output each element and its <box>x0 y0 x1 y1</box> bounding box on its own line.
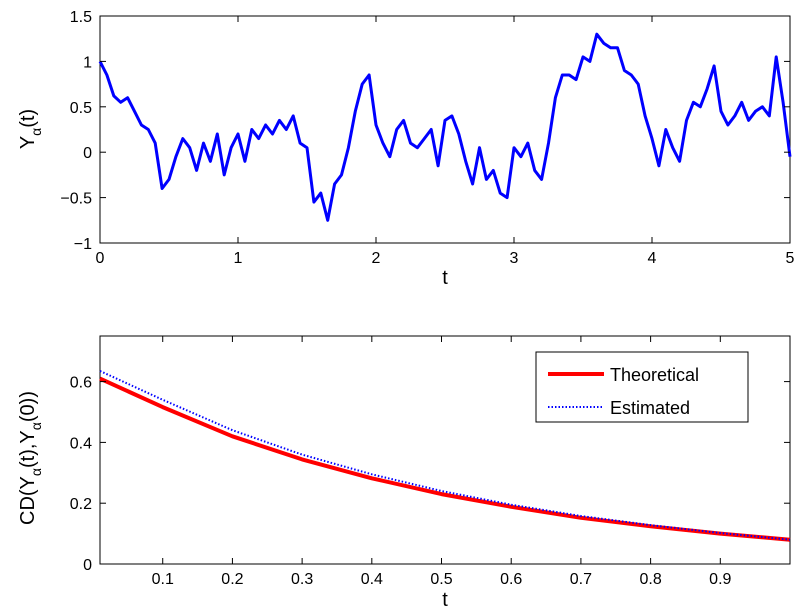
bottom-panel: 0.1 0.2 0.3 0.4 0.5 0.6 0.7 0.8 0.900.20.40.6 t … <box>17 335 791 611</box>
bottom-x-tick-label: 0.9 <box>709 571 731 588</box>
top-ticks-group: 0 1 2 3 4 5 −1 −0.5 0 0.5 1 1.5 <box>60 9 794 267</box>
bottom-ticks-group: 0.1 0.2 0.3 0.4 0.5 0.6 0.7 0.8 0.9 0 0.2 0.4 0.6 <box>70 336 790 588</box>
top-x-tick-label: 0 <box>96 250 105 267</box>
bottom-x-tick-label: 0.8 <box>639 571 661 588</box>
bottom-y-axis-label-b: (t),Y <box>17 430 39 468</box>
bottom-y-tick-label: 0.4 <box>70 435 92 452</box>
bottom-x-tick-label: 0.3 <box>291 571 313 588</box>
top-y-axis-label-main: Y <box>17 136 39 149</box>
bottom-y-axis-label: CD(Yα(t),Yα(0)) <box>17 391 44 525</box>
bottom-y-tick-label: 0.6 <box>70 375 92 392</box>
top-y-tick-label: 1.5 <box>70 9 92 26</box>
legend: Theoretical Estimated <box>535 351 749 423</box>
top-x-tick-label: 2 <box>372 250 381 267</box>
bottom-y-axis-label-c: (0)) <box>17 391 39 422</box>
top-series-line-0 <box>98 32 792 222</box>
top-y-axis-label-tail: (t) <box>17 109 39 128</box>
bottom-x-axis-label: t <box>442 589 448 611</box>
legend-label-theoretical: Theoretical <box>610 365 699 385</box>
top-x-tick-label: 5 <box>786 250 795 267</box>
top-y-axis-label-sub: α <box>28 128 44 136</box>
top-y-tick-label: −0.5 <box>60 191 92 208</box>
bottom-y-tick-label: 0 <box>83 557 92 574</box>
bottom-series-line-1 <box>99 370 791 541</box>
bottom-y-axis-label-sub1: α <box>28 468 44 476</box>
bottom-y-axis-label-sub2: α <box>28 422 44 430</box>
top-y-axis-label: Yα(t) <box>17 109 44 149</box>
bottom-x-tick-label: 0.4 <box>361 571 383 588</box>
bottom-x-tick-label: 0.5 <box>430 571 452 588</box>
top-y-tick-label: 0 <box>83 145 92 162</box>
bottom-x-tick-label: 0.2 <box>221 571 243 588</box>
bottom-y-tick-label: 0.2 <box>70 496 92 513</box>
top-y-tick-label: 0.5 <box>70 100 92 117</box>
bottom-series-line-0 <box>99 376 791 542</box>
bottom-x-tick-label: 0.1 <box>152 571 174 588</box>
top-series-group <box>98 32 792 222</box>
top-x-axis-label: t <box>442 267 448 289</box>
bottom-x-tick-label: 0.7 <box>570 571 592 588</box>
top-x-tick-label: 4 <box>648 250 657 267</box>
bottom-x-tick-label: 0.6 <box>500 571 522 588</box>
top-x-tick-label: 3 <box>510 250 519 267</box>
top-y-tick-label: 1 <box>83 54 92 71</box>
top-x-tick-label: 1 <box>234 250 243 267</box>
top-panel: 0 1 2 3 4 5 −1 −0.5 0 0.5 1 1.5 t Yα(t) <box>17 9 795 289</box>
top-y-tick-label: −1 <box>74 236 92 253</box>
bottom-y-axis-label-a: CD(Y <box>17 476 39 525</box>
bottom-series-group <box>99 370 791 542</box>
legend-box <box>535 351 749 423</box>
legend-label-estimated: Estimated <box>610 398 690 418</box>
